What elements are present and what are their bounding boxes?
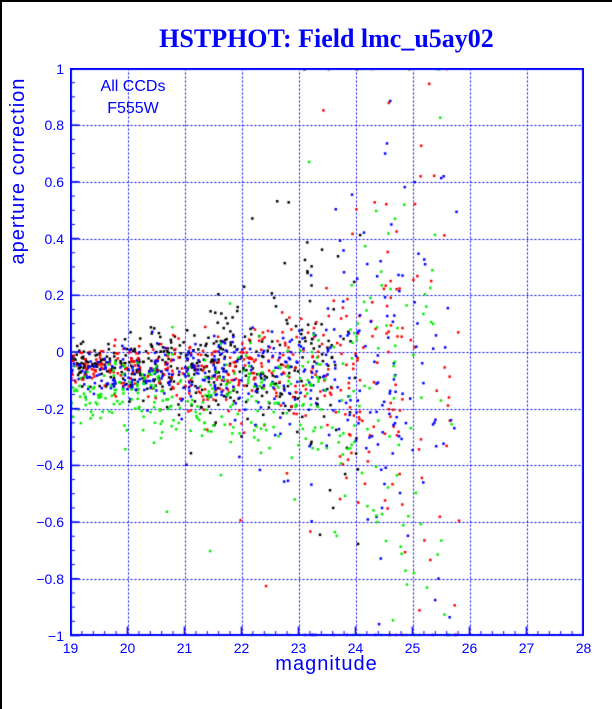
scatter-plot-canvas [70,68,584,637]
x-tick-label: 25 [404,640,421,656]
plot-annotation: All CCDs F555W [88,76,178,120]
y-tick-label: −1 [48,627,64,644]
annotation-filter-f555w: F555W [107,100,159,117]
y-tick-label: −0.4 [36,457,64,474]
x-tick-label: 20 [119,640,136,656]
x-tick-label: 19 [62,640,79,656]
chart-title: HSTPHOT: Field lmc_u5ay02 [159,24,494,53]
x-tick-label: 23 [290,640,307,656]
x-tick-label: 21 [176,640,193,656]
y-tick-label: −0.8 [36,570,64,587]
y-tick-label: 0 [56,344,64,360]
x-tick-label: 28 [575,640,592,656]
y-tick-label: 0.4 [44,230,64,247]
y-tick-label: −0.2 [36,400,64,417]
y-tick-label: −0.6 [36,514,64,531]
y-tick-label: 0.2 [44,287,64,304]
y-tick-label: 0.6 [44,173,64,190]
y-tick-label: 1 [56,60,64,77]
y-tick-label: 0.8 [44,117,64,134]
x-tick-label: 27 [518,640,535,656]
x-tick-label: 26 [461,640,478,656]
x-tick-label: 22 [233,640,250,656]
y-axis-label: aperture correction [7,77,29,265]
x-axis-label: magnitude [275,653,378,675]
annotation-all-ccds: All CCDs [100,78,166,95]
x-tick-label: 24 [347,640,364,656]
